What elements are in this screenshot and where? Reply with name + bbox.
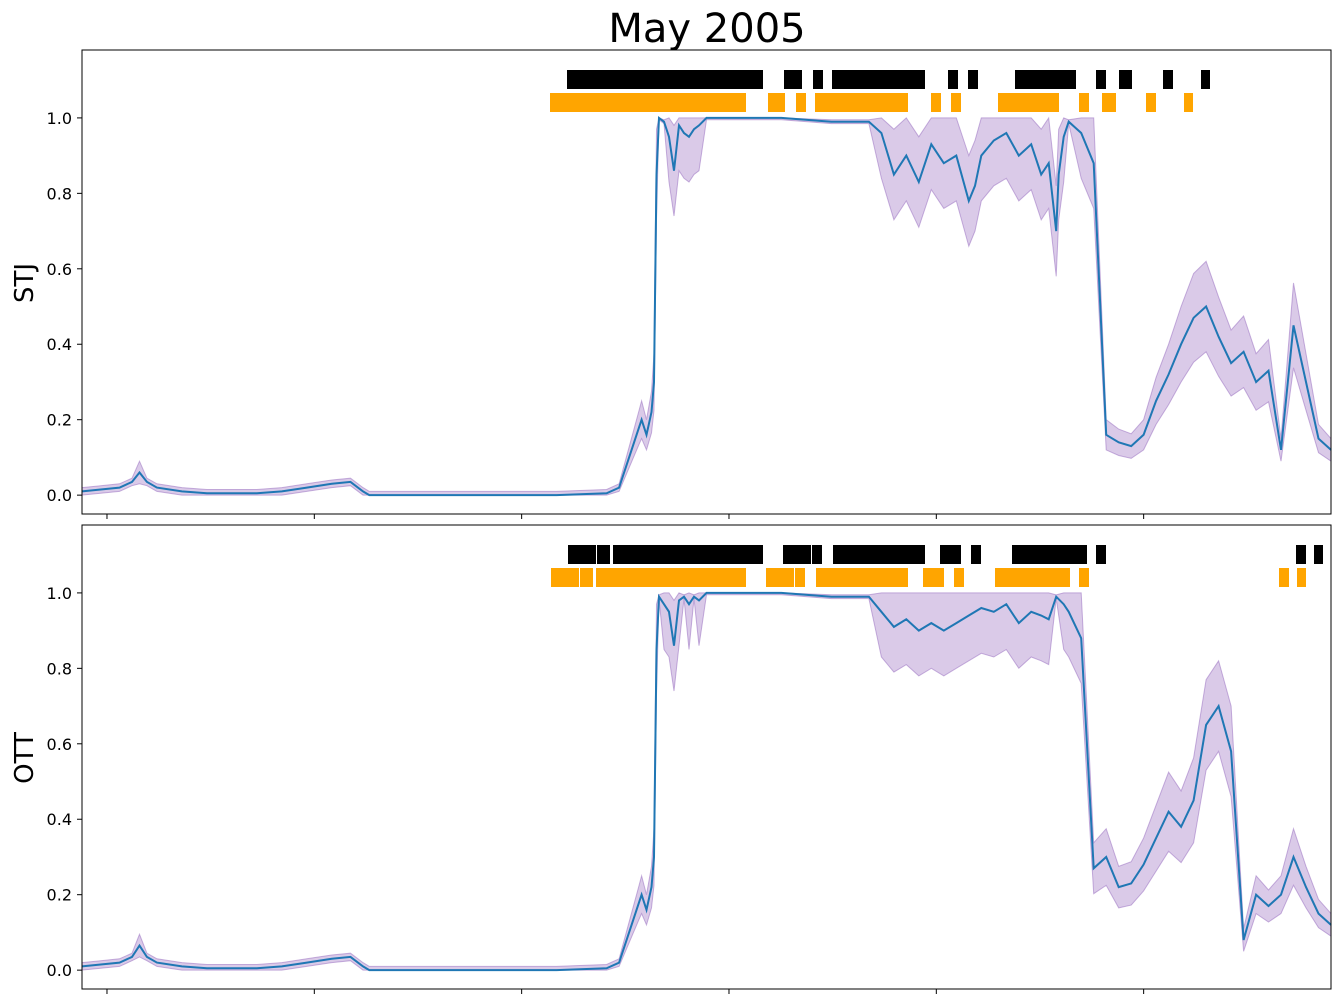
event-bar-bottom bbox=[580, 568, 593, 587]
event-bar-bottom bbox=[815, 93, 908, 112]
event-bar-bottom bbox=[954, 568, 964, 587]
event-bar-top bbox=[1296, 545, 1306, 564]
event-bar-top bbox=[784, 70, 802, 89]
event-bar-bottom bbox=[1079, 568, 1089, 587]
y-tick-label: 0.6 bbox=[47, 260, 72, 279]
event-bar-bottom bbox=[995, 568, 1070, 587]
event-bar-top bbox=[940, 545, 961, 564]
y-axis-label-stj: STJ bbox=[10, 263, 40, 303]
series-line bbox=[81, 591, 1332, 972]
y-tick-label: 0.2 bbox=[47, 886, 72, 905]
event-bar-top bbox=[971, 545, 981, 564]
series-line bbox=[81, 115, 1332, 497]
event-bar-top bbox=[783, 545, 811, 564]
y-tick-label: 1.0 bbox=[47, 109, 72, 128]
event-bar-top bbox=[968, 70, 978, 89]
event-bar-top bbox=[813, 70, 823, 89]
y-tick-label: 1.0 bbox=[47, 584, 72, 603]
event-bar-top bbox=[1012, 545, 1087, 564]
event-bar-bottom bbox=[1184, 93, 1193, 112]
event-bar-bottom bbox=[1297, 568, 1306, 587]
axes-frame bbox=[81, 49, 1332, 515]
event-bar-top bbox=[1119, 70, 1132, 89]
panel-ott: OTT 0.0 0.2 0.4 0.6 0.8 1.0 bbox=[10, 524, 1332, 994]
axes-frame bbox=[81, 524, 1332, 990]
panel-stj: STJ 0.0 0.2 0.4 0.6 0.8 1.0 bbox=[10, 49, 1332, 519]
event-bar-top bbox=[1096, 70, 1106, 89]
y-tick-label: 0.6 bbox=[47, 735, 72, 754]
y-tick-label: 0.0 bbox=[47, 961, 72, 980]
event-bar-top bbox=[812, 545, 822, 564]
event-bar-top bbox=[833, 545, 925, 564]
event-bar-top bbox=[1163, 70, 1173, 89]
y-tick-label: 0.0 bbox=[47, 486, 72, 505]
event-bar-bottom bbox=[768, 93, 785, 112]
event-bar-bottom bbox=[1079, 93, 1089, 112]
event-bar-bottom bbox=[1146, 93, 1156, 112]
event-bar-bottom bbox=[550, 93, 746, 112]
event-bar-bottom bbox=[923, 568, 944, 587]
event-bar-top bbox=[1096, 545, 1106, 564]
y-tick-label: 0.4 bbox=[47, 335, 72, 354]
chart-title: May 2005 bbox=[608, 6, 805, 52]
event-bar-top bbox=[597, 545, 610, 564]
y-tick-label: 0.8 bbox=[47, 184, 72, 203]
event-bar-top bbox=[613, 545, 763, 564]
event-bar-bottom bbox=[1102, 93, 1116, 112]
y-tick-label: 0.8 bbox=[47, 659, 72, 678]
event-bar-top bbox=[567, 70, 763, 89]
y-tick-label: 0.2 bbox=[47, 411, 72, 430]
event-bar-top bbox=[1201, 70, 1210, 89]
uncertainty-band bbox=[81, 592, 1332, 971]
y-axis-label-ott: OTT bbox=[10, 732, 40, 784]
event-bar-top bbox=[832, 70, 925, 89]
y-tick-label: 0.4 bbox=[47, 810, 72, 829]
event-bar-bottom bbox=[951, 93, 961, 112]
uncertainty-band bbox=[81, 116, 1332, 496]
event-bar-bottom bbox=[796, 93, 806, 112]
event-bar-bottom bbox=[596, 568, 746, 587]
event-bar-bottom bbox=[795, 568, 805, 587]
event-bar-top bbox=[948, 70, 958, 89]
event-bar-bottom bbox=[998, 93, 1059, 112]
event-bar-top bbox=[1015, 70, 1076, 89]
event-bar-top bbox=[568, 545, 596, 564]
event-bar-bottom bbox=[931, 93, 941, 112]
event-bar-bottom bbox=[551, 568, 579, 587]
event-bar-top bbox=[1314, 545, 1323, 564]
event-bar-bottom bbox=[1279, 568, 1289, 587]
event-bar-bottom bbox=[816, 568, 908, 587]
event-bar-bottom bbox=[766, 568, 794, 587]
